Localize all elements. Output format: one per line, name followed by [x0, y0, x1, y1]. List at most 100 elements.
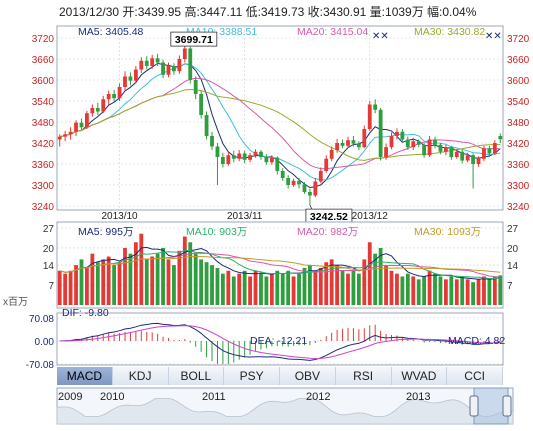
volume-bar	[199, 259, 204, 305]
candle	[438, 143, 443, 155]
volume-bar	[101, 259, 106, 305]
candle-body	[128, 76, 133, 81]
candle-body	[79, 122, 84, 128]
price-ytick-left: 3660	[32, 55, 55, 66]
tab-obv[interactable]: OBV	[280, 367, 336, 385]
ma30-line	[59, 88, 501, 161]
candle	[237, 150, 242, 162]
candle-body	[220, 157, 225, 164]
volume-panel: 27 27 20 20 14 14 7 7 MA5: 995万 MA10: 903万 MA20: …	[43, 221, 519, 309]
volume-bar	[449, 276, 454, 305]
volume-bar	[487, 279, 492, 305]
tab-wvad[interactable]: WVAD	[391, 367, 448, 385]
price-xtick: 2013/12	[352, 211, 389, 222]
candle	[182, 45, 187, 63]
candle-body	[422, 144, 427, 156]
candle-body	[204, 115, 209, 136]
candle	[150, 54, 155, 69]
tab-boll[interactable]: BOLL	[168, 367, 225, 385]
volume-bar	[471, 282, 475, 305]
candle	[476, 156, 481, 167]
price-ytick-left: 3480	[32, 118, 55, 129]
vol_ma10-legend: MA10: 903万	[186, 226, 247, 238]
candle-body	[68, 131, 73, 135]
volume-bar	[422, 276, 427, 305]
navigator-year-labels: 2009 2010 2011 2012 2013	[58, 391, 430, 403]
navigator-year: 2013	[406, 391, 430, 403]
candle-body	[90, 108, 95, 114]
candle	[155, 53, 160, 66]
macd-legend: DIF: -9.80 DEA: -12.21 MACD: 4.82	[62, 307, 505, 347]
volume-bar	[378, 247, 383, 305]
candle	[362, 125, 367, 149]
candle-body	[351, 140, 356, 144]
volume-bar	[346, 273, 350, 305]
volume-bar	[259, 273, 263, 305]
price-ytick-right: 3360	[507, 160, 530, 171]
volume-bar	[182, 236, 187, 305]
volume-bar	[329, 259, 334, 305]
volume-bar	[150, 256, 155, 305]
volume-ytick-right: 7	[507, 281, 513, 292]
tab-kdj[interactable]: KDJ	[112, 367, 169, 385]
candle-body	[346, 140, 350, 146]
candle	[172, 63, 176, 75]
candle-body	[259, 151, 263, 157]
price-panel: 3720 3720 3660 3660 3600 3600 3540 3540 3480 3480…	[32, 25, 530, 224]
volume-bar	[117, 262, 122, 305]
candle	[269, 155, 274, 165]
volume-bar	[460, 276, 465, 305]
candle-body	[460, 151, 465, 161]
candle	[215, 143, 220, 185]
candle-body	[101, 99, 106, 112]
price-ytick-right: 3720	[507, 34, 530, 45]
candle-body	[367, 104, 372, 129]
ma5-legend: MA5: 3405.48	[78, 26, 144, 38]
candle	[373, 99, 378, 114]
volume-bar	[302, 267, 307, 305]
tab-cci[interactable]: CCI	[447, 367, 503, 385]
volume-bar	[220, 273, 225, 305]
candle	[389, 132, 394, 150]
candle	[117, 83, 122, 101]
price-ytick-left: 3540	[32, 97, 55, 108]
price-ytick-right: 3300	[507, 181, 530, 192]
range-navigator[interactable]: 2009 2010 2011 2012 2013	[56, 387, 514, 425]
tab-macd[interactable]: MACD	[57, 367, 113, 385]
volume-bar	[68, 270, 73, 305]
navigator-selected-range[interactable]	[473, 387, 509, 425]
volume-y-axis-labels: 27 27 20 20 14 14 7 7	[43, 224, 519, 292]
macd-y-axis-labels: 70.08 0.00 -70.08	[26, 314, 55, 371]
volume-bar	[112, 265, 117, 305]
tab-psy[interactable]: PSY	[224, 367, 280, 385]
volume-bar	[362, 259, 367, 305]
price-ytick-right: 3600	[507, 76, 530, 87]
candle	[329, 146, 334, 162]
candle	[378, 108, 383, 161]
candle-body	[291, 180, 296, 185]
indicator-tabs: MACD KDJ BOLL PSY OBV RSI WVAD CCI	[57, 367, 503, 385]
ma30-legend: MA30: 3430.82	[414, 26, 485, 38]
volume-bar	[411, 276, 416, 305]
candle	[161, 59, 165, 79]
volume-bar	[166, 259, 171, 305]
price-legend: MA5: 3405.48 MA10: 3388.51 MA20: 3415.04 MA…	[78, 26, 485, 38]
price-ytick-left: 3420	[32, 139, 55, 150]
tab-rsi[interactable]: RSI	[335, 367, 392, 385]
candle	[302, 182, 307, 194]
volume-bar	[237, 273, 242, 305]
navigator-left-handle[interactable]	[469, 395, 479, 417]
price-panel-frame	[56, 25, 504, 211]
candle-body	[329, 150, 334, 159]
volume-ytick-right: 14	[507, 261, 519, 272]
volume-bar	[373, 253, 378, 305]
volume-bar	[324, 262, 329, 305]
candle	[367, 101, 372, 131]
volume-legend: MA5: 995万 MA10: 903万 MA20: 982万 MA30: 1093万	[78, 226, 481, 238]
candle	[416, 139, 421, 148]
navigator-right-handle[interactable]	[502, 395, 512, 417]
volume-bar	[427, 270, 432, 305]
volume-bar	[280, 273, 285, 305]
candle	[242, 150, 247, 164]
candle	[482, 145, 486, 162]
